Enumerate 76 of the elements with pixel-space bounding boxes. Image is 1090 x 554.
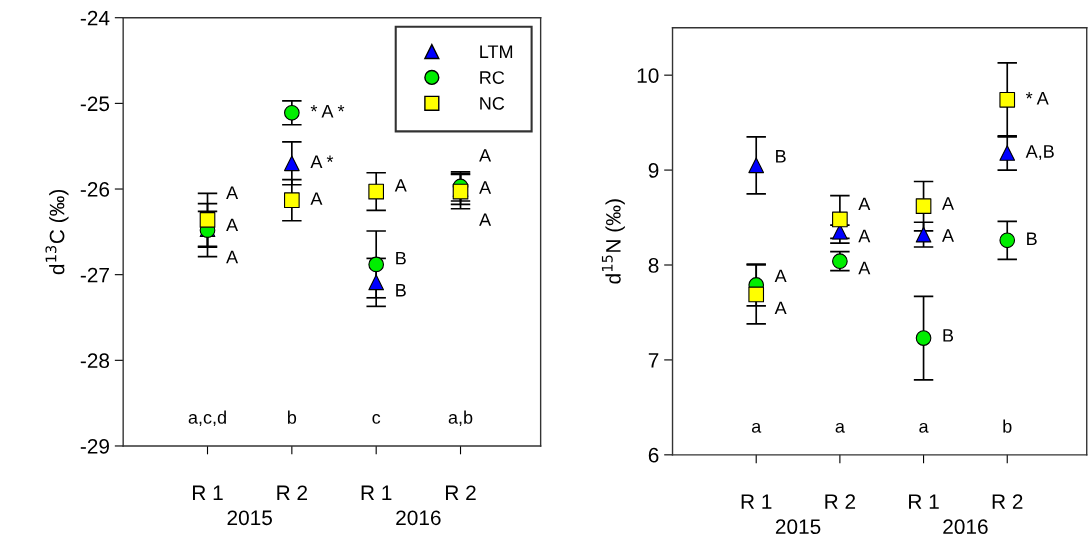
point (748, 157, 765, 174)
x-tick-label: R 1 (193, 485, 223, 500)
data-label: A (858, 261, 871, 275)
data-label: A (479, 213, 492, 226)
data-label: * A (1025, 92, 1049, 105)
data-label: A (858, 229, 871, 243)
data-label: A (226, 218, 239, 232)
legend-label: RC (480, 71, 505, 84)
data-label: A (942, 197, 954, 210)
x-tick-label: R 1 (741, 494, 772, 509)
y-tick-label: 6 (648, 447, 659, 463)
point (368, 274, 385, 291)
data-label: A (310, 192, 323, 205)
x-tick-label: R 2 (992, 494, 1023, 509)
data-label: A (479, 149, 492, 162)
annotation: a,c,d (188, 410, 226, 426)
text: 2015 (227, 510, 272, 526)
annotation: a (835, 422, 845, 433)
annotation: c (372, 413, 381, 424)
point (199, 212, 216, 228)
point (915, 198, 932, 214)
point (284, 104, 300, 121)
data-label: B (943, 329, 954, 342)
y-tick-label: -29 (80, 438, 109, 454)
y-tick-label: -27 (80, 267, 109, 283)
data-label: A (942, 229, 954, 242)
y-tick-label: 9 (648, 163, 659, 178)
legend-label: NC (480, 97, 505, 110)
annotation: a,b (448, 410, 473, 426)
annotation: b (287, 410, 297, 424)
x-tick-label: R 2 (825, 494, 856, 509)
data-label: A (394, 179, 407, 192)
point (368, 183, 385, 200)
y-tick-label: -24 (80, 10, 110, 26)
data-label: A (479, 181, 492, 194)
point (284, 192, 300, 208)
data-label: A (774, 301, 787, 315)
y-tick-label: 8 (648, 258, 659, 273)
data-label: * A * (310, 105, 345, 118)
data-label: A,B (1025, 145, 1054, 160)
legend-label: LTM (480, 45, 513, 58)
data-label: A (226, 250, 239, 264)
data-label: B (396, 284, 406, 297)
data-label: B (396, 251, 406, 265)
data-label: A (858, 197, 871, 211)
data-label: A (226, 186, 239, 199)
point (284, 155, 300, 172)
point (999, 91, 1016, 108)
y-tick-label: 10 (637, 68, 659, 83)
y-tick-label: 7 (648, 353, 659, 368)
point (999, 232, 1016, 249)
data-label: B (776, 150, 786, 163)
point (915, 226, 932, 243)
point (748, 286, 765, 303)
text: 2016 (943, 519, 988, 535)
point (999, 145, 1016, 161)
annotation: a (751, 422, 762, 433)
data-label: A (774, 269, 787, 283)
y-axis-title: d$^{13}$C (‰) (45, 189, 69, 275)
x-tick-label: R 2 (446, 485, 476, 500)
text: 2016 (396, 510, 441, 526)
y-axis-title: d$^{15}$N (‰) (601, 199, 625, 284)
point (915, 330, 932, 346)
y-tick-label: -26 (80, 182, 110, 197)
x-tick-label: R 2 (277, 485, 308, 500)
data-label: A * (310, 155, 334, 168)
text: 2015 (775, 519, 821, 535)
point (832, 211, 848, 228)
y-tick-label: -28 (80, 353, 110, 369)
data-label: B (1027, 232, 1037, 245)
point (368, 256, 385, 273)
x-tick-label: R 1 (361, 485, 392, 500)
y-tick-label: -25 (80, 96, 110, 112)
annotation: b (1003, 419, 1012, 433)
x-tick-label: R 1 (909, 494, 939, 509)
annotation: a (919, 422, 929, 433)
